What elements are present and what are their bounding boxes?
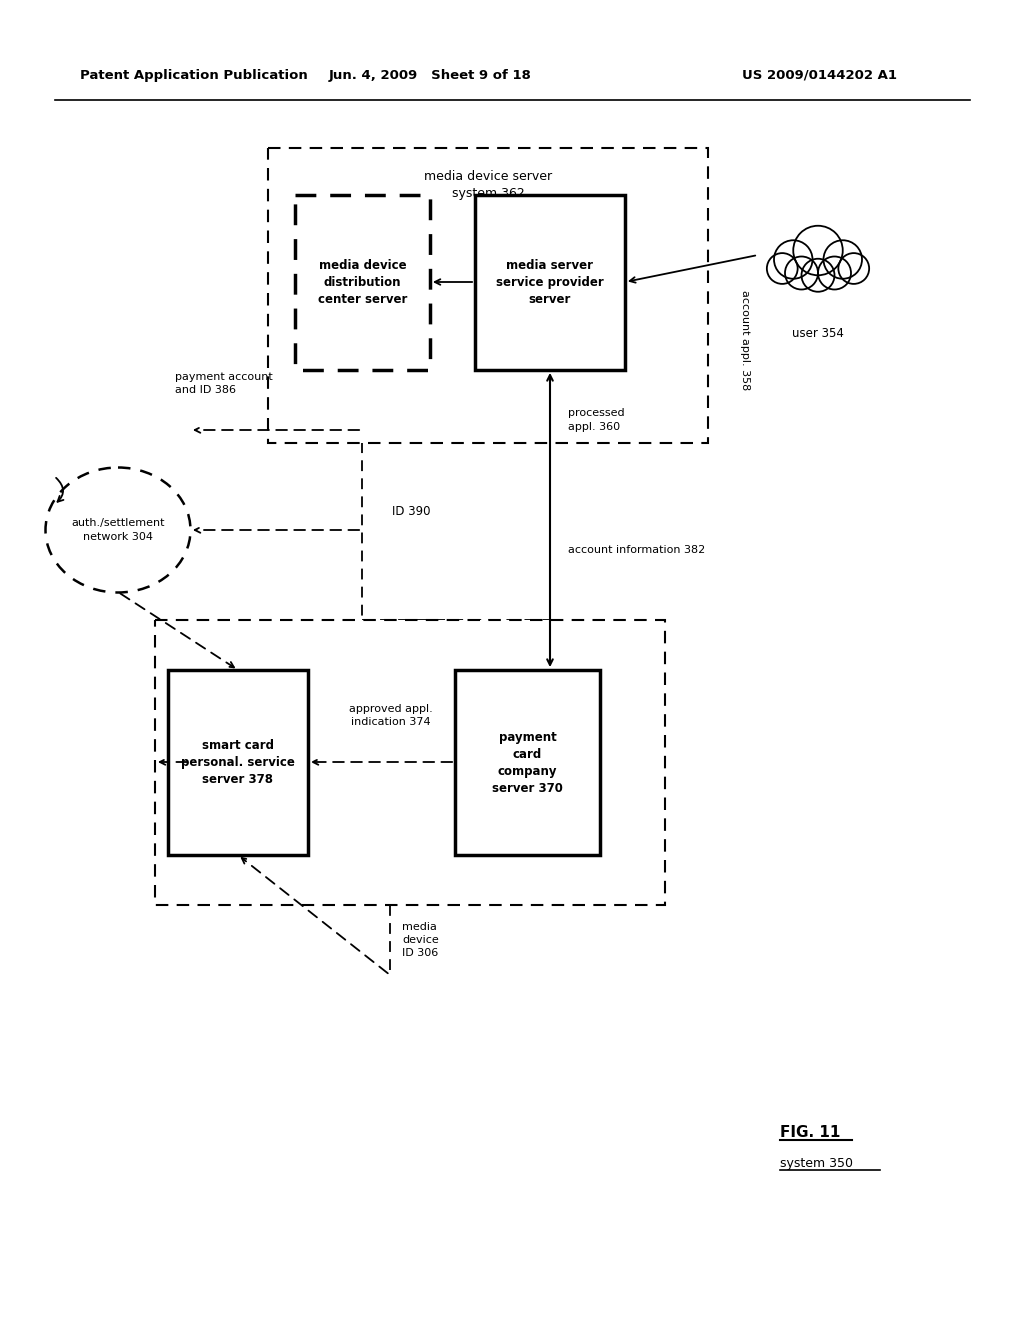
Text: US 2009/0144202 A1: US 2009/0144202 A1 [742, 69, 897, 82]
Text: auth./settlement
network 304: auth./settlement network 304 [72, 519, 165, 541]
Bar [295, 195, 430, 370]
Bar [268, 148, 708, 444]
Circle shape [839, 253, 869, 284]
Text: payment
card
company
server 370: payment card company server 370 [493, 730, 563, 795]
Text: payment account
and ID 386: payment account and ID 386 [175, 372, 272, 395]
Text: FIG. 11: FIG. 11 [780, 1125, 841, 1140]
Text: account appl. 358: account appl. 358 [740, 290, 750, 391]
Text: media device server
system 362: media device server system 362 [424, 170, 552, 201]
Text: media device
distribution
center server: media device distribution center server [317, 259, 408, 306]
Text: approved appl.
indication 374: approved appl. indication 374 [349, 704, 433, 727]
Text: smart card
personal. service
server 378: smart card personal. service server 378 [181, 739, 295, 785]
Circle shape [767, 253, 798, 284]
Bar [455, 671, 600, 855]
Text: Patent Application Publication: Patent Application Publication [80, 69, 308, 82]
Circle shape [794, 226, 843, 276]
Bar [168, 671, 308, 855]
Circle shape [785, 256, 818, 289]
Text: processed
appl. 360: processed appl. 360 [568, 408, 625, 432]
Text: ID 390: ID 390 [392, 506, 430, 517]
Bar [787, 251, 848, 273]
Text: media
device
ID 306: media device ID 306 [402, 921, 438, 958]
Text: media server
service provider
server: media server service provider server [496, 259, 604, 306]
Text: user 354: user 354 [792, 327, 844, 341]
Circle shape [774, 240, 812, 279]
Bar [475, 195, 625, 370]
Text: account information 382: account information 382 [568, 545, 706, 554]
Circle shape [818, 256, 851, 289]
Circle shape [802, 259, 835, 292]
Text: Jun. 4, 2009   Sheet 9 of 18: Jun. 4, 2009 Sheet 9 of 18 [329, 69, 531, 82]
Ellipse shape [45, 467, 190, 593]
Circle shape [823, 240, 862, 279]
Bar [155, 620, 665, 906]
Text: system 350: system 350 [780, 1158, 853, 1170]
